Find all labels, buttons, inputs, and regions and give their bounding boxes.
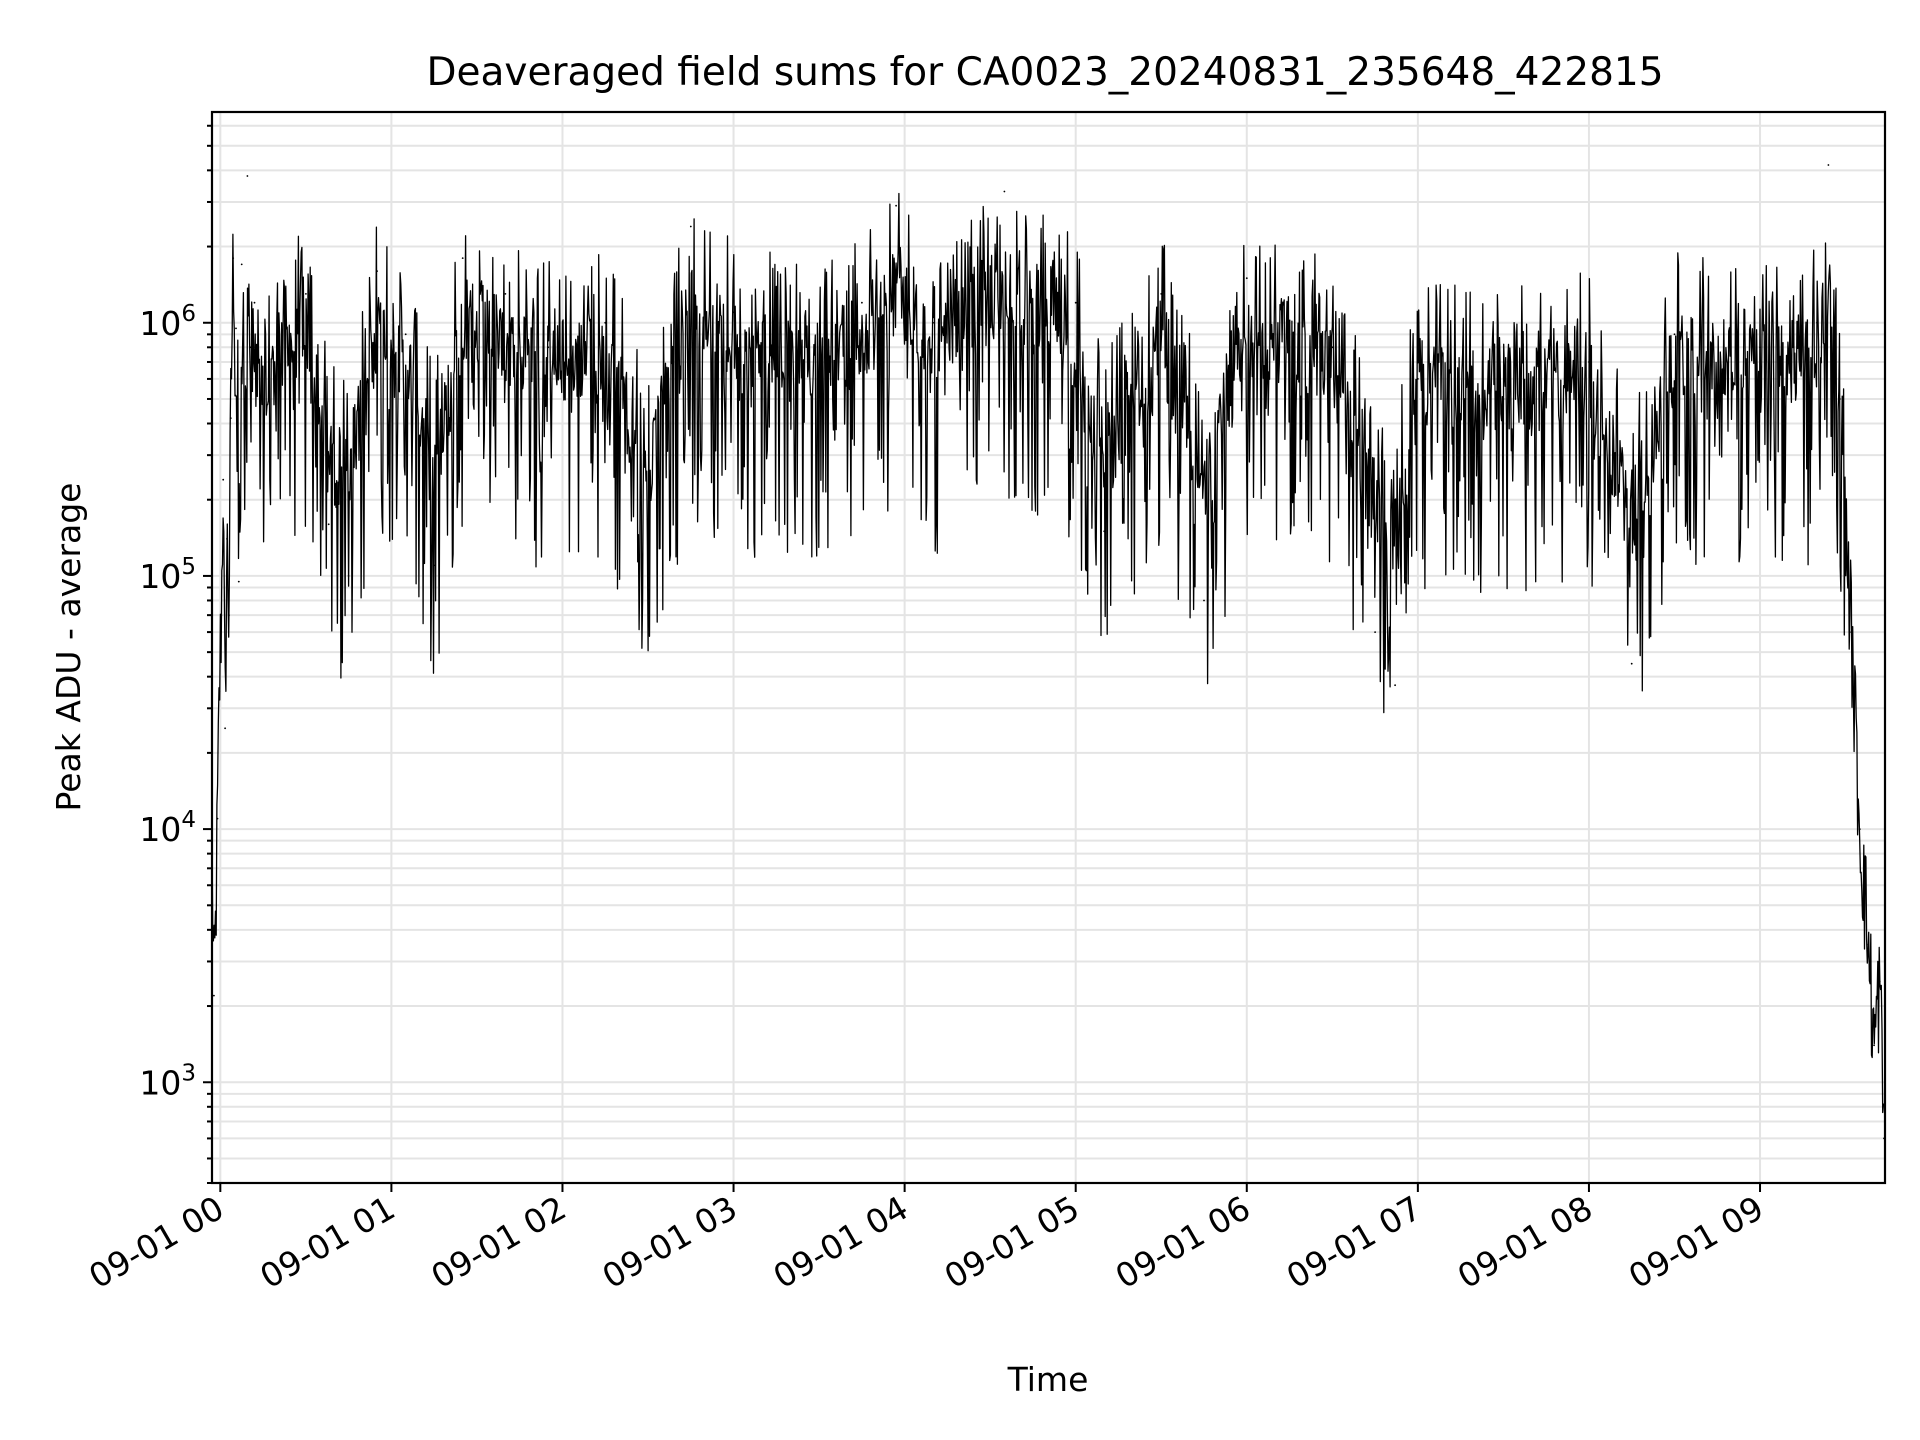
y-tick-label: 104	[139, 807, 196, 849]
data-point	[861, 301, 863, 304]
data-point	[249, 346, 252, 349]
series-group	[211, 164, 1885, 1140]
data-point	[246, 175, 249, 177]
data-point	[213, 994, 215, 997]
data-point	[404, 333, 407, 336]
data-point	[1858, 828, 1861, 830]
data-point	[1878, 980, 1881, 983]
data-point	[1816, 321, 1818, 324]
data-point	[1502, 398, 1505, 400]
data-point	[647, 564, 649, 567]
x-tick-label: 09-01 08	[1451, 1188, 1599, 1296]
data-point	[240, 263, 243, 266]
x-tick-label: 09-01 00	[82, 1188, 230, 1296]
x-tick-label: 09-01 03	[596, 1188, 744, 1296]
plot-frame	[210, 110, 1887, 1185]
x-tick-label: 09-01 09	[1622, 1188, 1770, 1296]
y-tick-label: 105	[139, 554, 196, 596]
data-point	[1074, 301, 1077, 304]
data-point	[253, 301, 256, 304]
series-line	[211, 192, 1885, 1114]
x-axis-label: Time	[1007, 1360, 1089, 1399]
data-point	[1839, 398, 1841, 400]
data-point	[1003, 190, 1006, 193]
data-point	[461, 257, 464, 259]
data-point	[1630, 662, 1633, 665]
data-point	[732, 311, 735, 314]
data-point	[1394, 684, 1396, 687]
data-point	[1203, 599, 1205, 602]
data-point	[216, 817, 219, 820]
data-point	[1374, 631, 1376, 633]
data-point	[235, 327, 237, 330]
data-point	[1827, 164, 1830, 166]
y-axis-label: Peak ADU - average	[49, 483, 88, 812]
data-point	[214, 928, 217, 931]
data-point	[1160, 293, 1163, 295]
data-point	[376, 270, 378, 272]
data-point	[789, 333, 792, 336]
data-point	[1873, 1044, 1875, 1047]
data-point	[224, 727, 227, 730]
data-point	[932, 321, 934, 324]
data-point	[1759, 346, 1761, 349]
grid	[212, 112, 1885, 1184]
data-point	[1867, 943, 1870, 946]
data-point	[547, 346, 550, 349]
data-point	[347, 575, 350, 577]
data-point	[305, 293, 307, 295]
data-point	[276, 311, 279, 314]
data-point	[243, 398, 246, 400]
data-point	[689, 225, 692, 228]
data-point	[259, 454, 262, 456]
data-point	[222, 478, 225, 481]
data-point	[433, 564, 436, 567]
data-point	[895, 204, 897, 207]
y-tick-label: 106	[139, 301, 196, 343]
x-tick-label: 09-01 04	[767, 1188, 915, 1296]
x-tick-label: 09-01 05	[938, 1188, 1086, 1296]
data-point	[226, 538, 228, 540]
data-point	[327, 523, 330, 526]
data-point	[220, 614, 223, 616]
y-axis: 103 104 105 106	[139, 124, 212, 1184]
x-tick-label: 09-01 07	[1280, 1188, 1428, 1296]
data-point	[1850, 631, 1853, 633]
data-point	[1588, 361, 1590, 363]
data-point	[604, 321, 607, 324]
data-point	[504, 293, 507, 295]
data-point	[218, 690, 221, 693]
data-point	[1417, 378, 1419, 380]
x-axis: 09-01 00 09-01 01 09-01 02 09-01 03 09-01 04…	[82, 1183, 1770, 1296]
data-point	[229, 417, 232, 419]
data-point	[232, 257, 235, 259]
y-tick-label: 103	[139, 1060, 196, 1102]
x-tick-label: 09-01 06	[1109, 1188, 1257, 1296]
chart-title: Deaveraged field sums for CA0023_2024083…	[426, 50, 1663, 95]
x-tick-label: 09-01 02	[425, 1188, 573, 1296]
data-point	[228, 614, 230, 616]
data-point	[1103, 530, 1106, 533]
data-point	[1331, 346, 1334, 349]
data-point	[237, 580, 240, 583]
x-tick-label: 09-01 01	[253, 1188, 401, 1296]
data-point	[1673, 333, 1676, 336]
data-point	[1245, 277, 1248, 280]
